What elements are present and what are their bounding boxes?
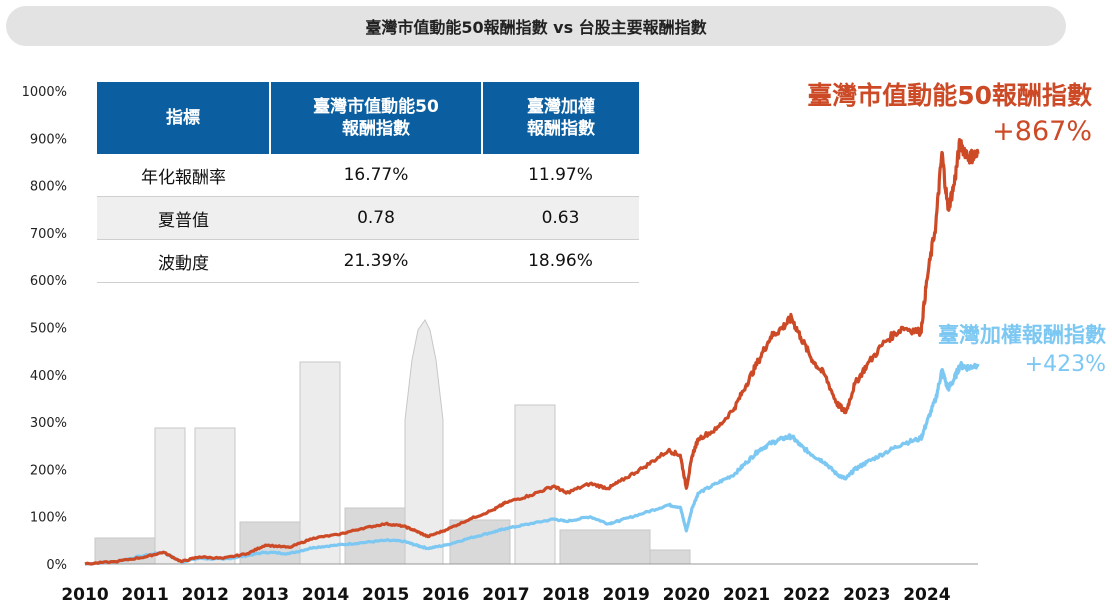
t50-value-cell: 16.77% [270, 154, 482, 197]
y-tick-label: 800% [30, 180, 67, 195]
y-tick-label: 400% [30, 369, 67, 384]
t50-value-cell: 0.78 [270, 196, 482, 240]
x-tick-label: 2020 [663, 585, 710, 605]
y-tick-label: 100% [30, 511, 67, 526]
series-name-t50: 臺灣市值動能50報酬指數 [807, 81, 1092, 110]
table-row: 年化報酬率 16.77% 11.97% [97, 154, 639, 197]
taiex-value-cell: 18.96% [482, 239, 639, 283]
city-skyline-illustration [94, 319, 691, 565]
x-tick-label: 2016 [422, 585, 469, 605]
chart-title-bar: 臺灣市值動能50報酬指數 vs 台股主要報酬指數 [6, 6, 1066, 46]
x-tick-label: 2015 [362, 585, 409, 605]
table-row: 夏普值 0.78 0.63 [97, 196, 639, 240]
x-tick-label: 2018 [542, 585, 589, 605]
x-tick-label: 2021 [723, 585, 770, 605]
y-tick-label: 300% [30, 416, 67, 431]
y-tick-label: 700% [30, 227, 67, 242]
header-t50: 臺灣市值動能50 報酬指數 [270, 82, 483, 154]
series-return-taiex: +423% [1024, 352, 1106, 377]
series-line-t50 [84, 138, 980, 566]
series-layer [84, 138, 980, 566]
x-tick-label: 2024 [903, 585, 950, 605]
y-tick-label: 1000% [22, 85, 67, 100]
metric-cell: 年化報酬率 [97, 154, 270, 197]
x-tick-label: 2013 [242, 585, 289, 605]
series-label-taiex: 臺灣加權報酬指數 +423% [938, 320, 1106, 380]
series-line-taiex [84, 361, 980, 566]
chart-title: 臺灣市值動能50報酬指數 vs 台股主要報酬指數 [365, 18, 707, 37]
metric-cell: 夏普值 [97, 196, 270, 240]
t50-value-cell: 21.39% [270, 239, 482, 283]
x-tick-label: 2017 [482, 585, 529, 605]
metric-cell: 波動度 [97, 239, 270, 283]
series-return-t50: +867% [992, 116, 1092, 147]
x-tick-label: 2011 [121, 585, 168, 605]
table-row: 波動度 21.39% 18.96% [97, 239, 639, 283]
header-metric: 指標 [97, 82, 271, 154]
y-tick-label: 0% [46, 558, 67, 573]
x-tick-label: 2019 [603, 585, 650, 605]
taiex-value-cell: 11.97% [482, 154, 639, 197]
y-tick-label: 500% [30, 322, 67, 337]
x-axis: 2010 2011 2012 2013 2014 2015 2016 2017 2018 2019… [61, 585, 950, 605]
x-tick-label: 2010 [61, 585, 108, 605]
y-tick-label: 600% [30, 274, 67, 289]
taiex-value-cell: 0.63 [482, 196, 639, 240]
stats-table: 指標 臺灣市值動能50 報酬指數 臺灣加權 報酬指數 年化報酬率 16.77% … [97, 82, 639, 283]
x-tick-label: 2023 [843, 585, 890, 605]
header-taiex: 臺灣加權 報酬指數 [482, 82, 639, 154]
table-header-row: 指標 臺灣市值動能50 報酬指數 臺灣加權 報酬指數 [97, 82, 639, 154]
x-tick-label: 2014 [302, 585, 349, 605]
x-tick-label: 2022 [783, 585, 830, 605]
x-tick-label: 2012 [182, 585, 229, 605]
y-tick-label: 900% [30, 132, 67, 147]
series-label-t50: 臺灣市值動能50報酬指數 +867% [807, 78, 1092, 150]
series-name-taiex: 臺灣加權報酬指數 [938, 323, 1106, 347]
y-axis: 0% 100% 200% 300% 400% 500% 600% 700% 800% 900% 10… [22, 85, 978, 573]
y-tick-label: 200% [30, 463, 67, 478]
